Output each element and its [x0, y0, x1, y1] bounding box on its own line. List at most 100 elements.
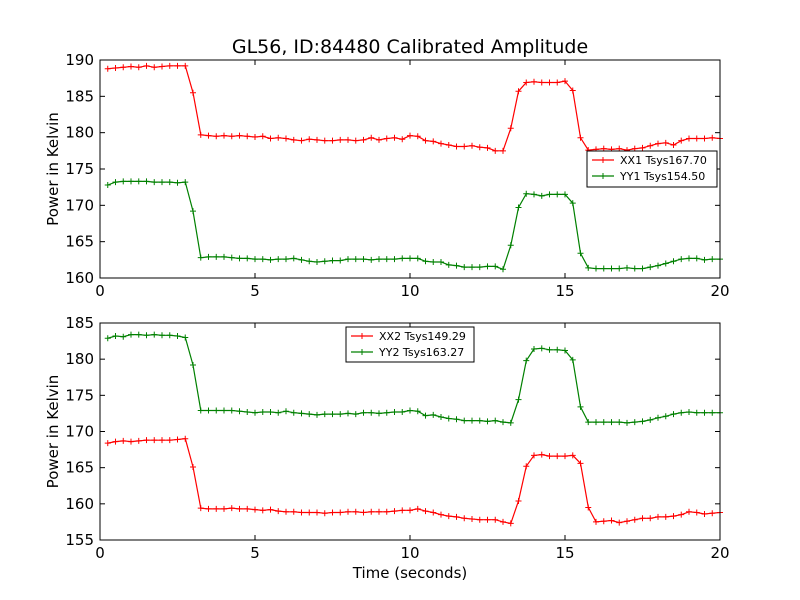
- data-point: [337, 411, 344, 418]
- data-point: [166, 179, 173, 186]
- data-point: [701, 510, 708, 517]
- data-point: [236, 255, 243, 262]
- data-point: [228, 505, 235, 512]
- data-point: [221, 407, 227, 414]
- data-point: [670, 142, 677, 149]
- data-point: [616, 519, 623, 526]
- data-point: [407, 507, 413, 514]
- data-point: [701, 256, 708, 263]
- data-point: [709, 134, 716, 141]
- data-point: [469, 516, 475, 523]
- data-point: [585, 264, 592, 271]
- data-point: [151, 179, 158, 186]
- data-point: [252, 256, 258, 263]
- data-point: [345, 256, 351, 263]
- data-point: [469, 142, 475, 149]
- data-point: [438, 140, 444, 147]
- data-point: [662, 513, 669, 520]
- data-point: [267, 506, 274, 513]
- data-point: [190, 89, 196, 96]
- data-point: [538, 451, 545, 458]
- data-point: [306, 258, 313, 265]
- data-point: [608, 265, 615, 272]
- data-point: [298, 509, 305, 516]
- data-point: [546, 79, 553, 86]
- data-point: [507, 242, 514, 249]
- y-tick-label: 180: [65, 350, 94, 368]
- data-point: [438, 511, 444, 518]
- data-point: [476, 264, 483, 271]
- data-point: [538, 345, 545, 352]
- data-point: [600, 518, 607, 525]
- data-point: [515, 204, 522, 211]
- data-point: [655, 414, 661, 421]
- data-point: [345, 410, 351, 417]
- legend-label: YY1 Tsys154.50: [619, 170, 705, 183]
- data-point: [143, 178, 150, 185]
- data-point: [197, 505, 204, 512]
- data-point: [515, 396, 522, 403]
- data-point: [593, 419, 599, 426]
- data-point: [151, 331, 158, 338]
- data-point: [174, 179, 181, 186]
- data-point: [290, 508, 297, 515]
- x-tick-label: 5: [250, 544, 260, 562]
- data-point: [693, 509, 700, 516]
- data-point: [306, 136, 313, 143]
- data-point: [515, 497, 522, 504]
- data-point: [329, 509, 336, 516]
- data-point: [608, 517, 615, 524]
- data-point: [314, 259, 320, 266]
- data-point: [662, 260, 669, 267]
- data-point: [135, 331, 142, 338]
- data-point: [531, 191, 537, 198]
- data-point: [213, 253, 220, 260]
- data-point: [104, 65, 111, 72]
- data-point: [104, 181, 111, 188]
- data-point: [515, 88, 522, 95]
- data-point: [461, 515, 468, 522]
- data-point: [321, 258, 328, 265]
- data-point: [593, 518, 599, 525]
- data-point: [360, 409, 367, 416]
- data-point: [577, 250, 584, 257]
- data-point: [259, 256, 266, 263]
- data-point: [213, 133, 220, 140]
- data-point: [267, 408, 274, 415]
- data-point: [523, 79, 530, 86]
- data-point: [507, 125, 514, 132]
- data-point: [562, 78, 568, 85]
- data-point: [298, 410, 305, 417]
- data-point: [190, 208, 196, 215]
- legend: XX2 Tsys149.29 YY2 Tsys163.27: [345, 326, 475, 363]
- legend-box: [586, 150, 718, 188]
- data-point: [190, 361, 196, 368]
- x-axis-label: Time (seconds): [352, 564, 468, 582]
- data-point: [438, 259, 444, 266]
- data-point: [492, 417, 499, 424]
- legend-label: XX2 Tsys149.29: [379, 330, 466, 343]
- data-point: [531, 78, 537, 85]
- data-point: [252, 134, 258, 141]
- data-point: [624, 264, 630, 271]
- legend-box: [345, 326, 475, 363]
- data-point: [182, 179, 189, 186]
- data-point: [135, 437, 142, 444]
- data-point: [461, 264, 468, 271]
- data-point: [445, 142, 452, 149]
- data-point: [197, 254, 204, 261]
- data-point: [159, 63, 165, 70]
- data-point: [624, 518, 630, 525]
- data-point: [321, 137, 328, 144]
- data-point: [453, 143, 460, 150]
- data-point: [492, 263, 499, 270]
- x-tick-label: 20: [710, 282, 729, 300]
- data-point: [205, 253, 212, 260]
- data-point: [391, 134, 398, 141]
- data-point: [546, 453, 553, 460]
- data-point: [352, 256, 359, 263]
- data-point: [631, 419, 638, 426]
- data-point: [662, 139, 669, 146]
- x-tick-label: 15: [555, 544, 574, 562]
- data-point: [267, 135, 274, 142]
